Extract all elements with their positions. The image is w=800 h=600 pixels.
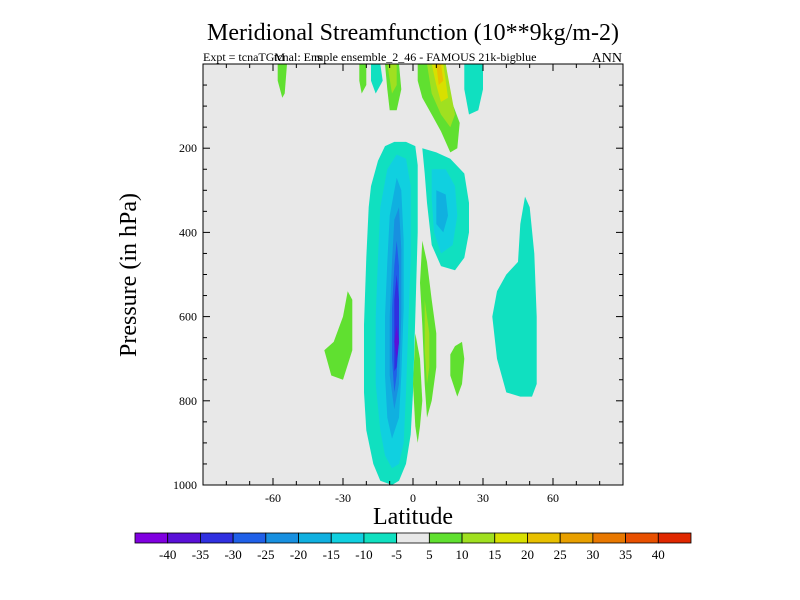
colorbar-label: 40 [652, 547, 665, 562]
colorbar-swatch [559, 532, 594, 544]
colorbar-label: 15 [488, 547, 501, 562]
x-tick-label: -30 [335, 491, 351, 505]
colorbar-swatch [428, 532, 463, 544]
colorbar-swatch [167, 532, 201, 544]
experiment-label-left: Expt = tcnaTGM [203, 50, 285, 64]
colorbar-label: 30 [586, 547, 599, 562]
colorbar-label: 20 [521, 547, 534, 562]
experiment-label-overlap: tcnal: Ens [274, 50, 322, 64]
x-tick-label: 30 [477, 491, 489, 505]
colorbar-label: -5 [391, 547, 402, 562]
colorbar-label: -35 [192, 547, 209, 562]
colorbar-swatch [494, 532, 528, 544]
contour-region-top-pos20-d [436, 64, 444, 85]
colorbar-label: -25 [257, 547, 274, 562]
colorbar-swatch [625, 532, 659, 544]
y-tick-label: 1000 [173, 478, 197, 492]
colorbar-label: -40 [159, 547, 176, 562]
colorbar-label: -10 [355, 547, 372, 562]
y-tick-label: 600 [179, 310, 197, 324]
contour-region-nh-small-pos5 [450, 341, 465, 397]
colorbar-swatch [657, 532, 692, 544]
season-label: ANN [592, 51, 622, 66]
contour-region-nh-large-neg5 [492, 196, 537, 397]
colorbar-label: 10 [456, 547, 469, 562]
contour-region-top-pos5-a [277, 64, 287, 98]
experiment-label-right: mple ensemble_2_46 - FAMOUS 21k-bigblue [314, 50, 536, 64]
colorbar-swatch [396, 532, 430, 544]
colorbar-swatch [298, 532, 332, 544]
x-tick-label: -60 [265, 491, 281, 505]
y-axis-label: Pressure (in hPa) [116, 193, 142, 357]
colorbar-label: -20 [290, 547, 307, 562]
colorbar-swatch [592, 532, 626, 544]
chart-title: Meridional Streamfunction (10**9kg/m-2) [207, 20, 619, 46]
x-tick-label: 0 [410, 491, 416, 505]
colorbar: -40 -35 -30 -25 -20 -15 -10 -5 5 10 15 20 25 30 35 40 [134, 532, 692, 562]
y-tick-label: 400 [179, 225, 197, 239]
colorbar-swatch [265, 532, 299, 544]
colorbar-label: 25 [554, 547, 567, 562]
contour-region-neg-35 [394, 325, 399, 359]
contour-regions [277, 64, 537, 485]
colorbar-swatch [330, 532, 365, 544]
colorbar-swatch [134, 532, 169, 544]
colorbar-label: -15 [323, 547, 340, 562]
colorbar-swatch [461, 532, 496, 544]
contour-region-nh-neg15 [436, 190, 448, 233]
contour-region-top-neg5-e [464, 64, 483, 115]
axis-ticks: -60 -30 0 30 60 200 400 600 800 1000 [173, 63, 624, 505]
contour-region-sh-pos5 [324, 291, 353, 380]
y-tick-label: 200 [179, 141, 197, 155]
contour-region-top-pos10-c [387, 64, 397, 94]
contour-region-nh-pos5-lower [413, 333, 423, 443]
colorbar-label: 35 [619, 547, 632, 562]
colorbar-label: -30 [224, 547, 241, 562]
x-axis-label: Latitude [373, 504, 453, 530]
x-tick-label: 60 [547, 491, 559, 505]
colorbar-swatch [232, 532, 267, 544]
contour-region-nh-pos10-strip [424, 299, 430, 384]
colorbar-swatch [363, 532, 398, 544]
colorbar-swatch [527, 532, 561, 544]
colorbar-swatch [200, 532, 234, 544]
colorbar-label: 5 [426, 547, 433, 562]
contour-region-top-neg5-a [371, 64, 383, 94]
contour-region-top-pos5-b [359, 64, 367, 94]
y-tick-label: 800 [179, 394, 197, 408]
